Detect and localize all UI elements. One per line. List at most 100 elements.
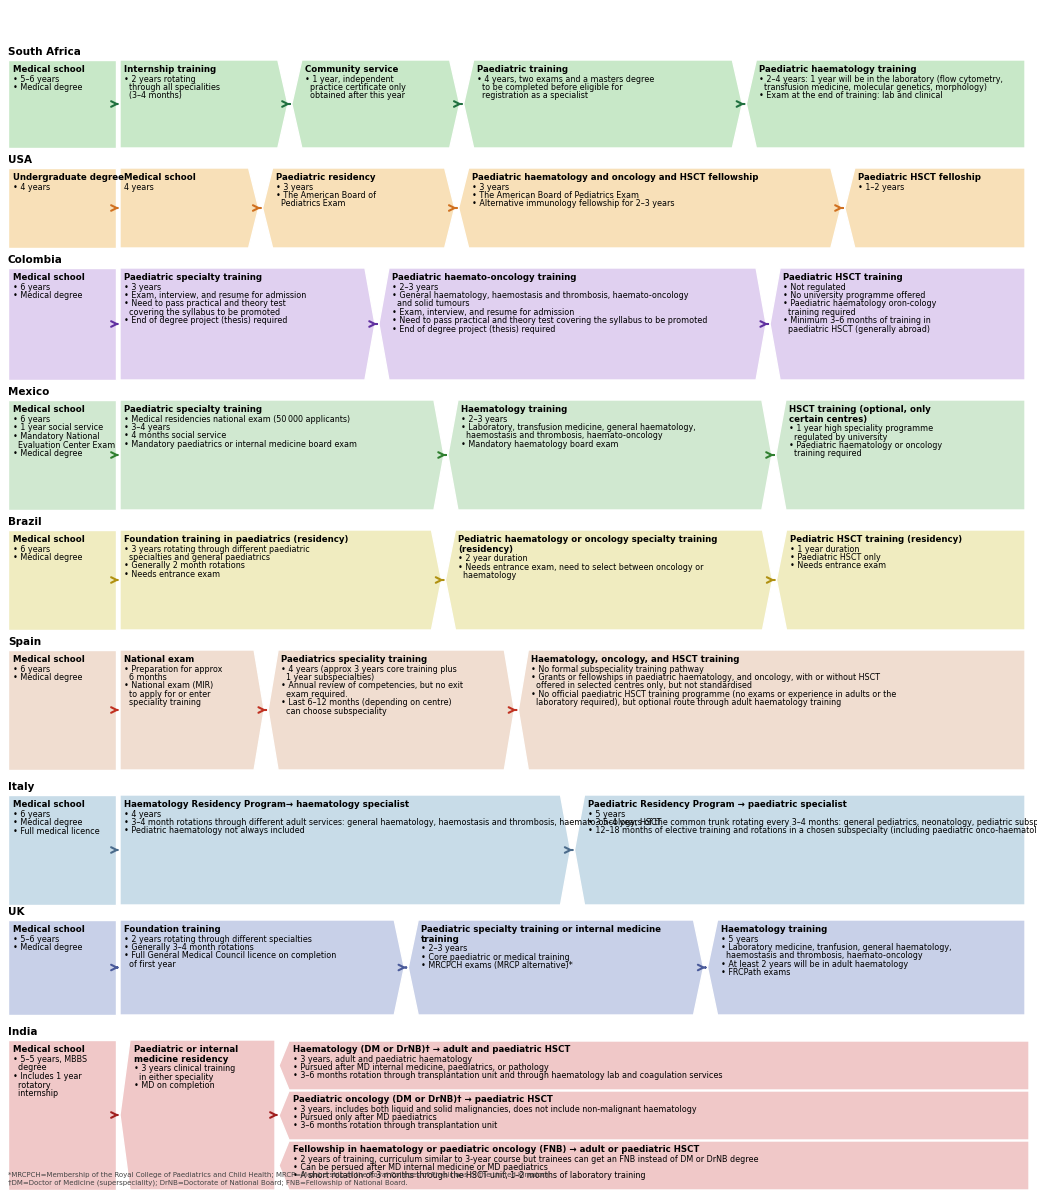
- Polygon shape: [120, 400, 444, 510]
- Text: Foundation training in paediatrics (residency): Foundation training in paediatrics (resi…: [124, 535, 348, 544]
- Text: • 6 years: • 6 years: [13, 545, 50, 553]
- Text: exam required.: exam required.: [281, 690, 347, 698]
- Text: through all specialities: through all specialities: [124, 83, 220, 92]
- Text: • Medical degree: • Medical degree: [13, 818, 82, 827]
- Text: • Need to pass practical and theory test: • Need to pass practical and theory test: [124, 300, 286, 308]
- Polygon shape: [574, 794, 1025, 905]
- Text: • Needs entrance exam: • Needs entrance exam: [124, 570, 220, 578]
- Text: • 3.5–4 years of the common trunk rotating every 3–4 months: general pediatrics,: • 3.5–4 years of the common trunk rotati…: [588, 818, 1037, 827]
- Bar: [8, 400, 116, 510]
- Polygon shape: [458, 168, 841, 248]
- Text: transfusion medicine, molecular genetics, morphology): transfusion medicine, molecular genetics…: [759, 83, 987, 92]
- Text: internship: internship: [13, 1090, 58, 1098]
- Text: • 3–4 years: • 3–4 years: [124, 424, 170, 432]
- Polygon shape: [464, 60, 742, 148]
- Text: • 5–6 years: • 5–6 years: [13, 74, 59, 84]
- Text: training required: training required: [783, 308, 856, 317]
- Text: Pediatric haematology or oncology specialty training: Pediatric haematology or oncology specia…: [458, 535, 718, 544]
- Polygon shape: [120, 920, 404, 1015]
- Text: Haematology (DM or DrNB)† → adult and paediatric HSCT: Haematology (DM or DrNB)† → adult and pa…: [293, 1045, 570, 1054]
- Text: • Generally 2 month rotations: • Generally 2 month rotations: [124, 562, 245, 570]
- Text: • Medical degree: • Medical degree: [13, 673, 82, 683]
- Text: • 3 years: • 3 years: [472, 182, 509, 192]
- Text: Paediatrics speciality training: Paediatrics speciality training: [281, 655, 427, 664]
- Text: • Last 6–12 months (depending on centre): • Last 6–12 months (depending on centre): [281, 698, 452, 707]
- Text: Paediatric HSCT training: Paediatric HSCT training: [783, 272, 902, 282]
- Text: Paediatric residency: Paediatric residency: [276, 173, 375, 182]
- Text: • 3 years: • 3 years: [124, 283, 161, 292]
- Text: USA: USA: [8, 155, 32, 164]
- Text: Mexico: Mexico: [8, 386, 50, 397]
- Text: • 6 years: • 6 years: [13, 415, 50, 424]
- Text: Medical school: Medical school: [13, 535, 85, 544]
- Text: 4 years: 4 years: [124, 182, 153, 192]
- Text: †DM=Doctor of Medicine (superspeciality); DrNB=Doctorate of National Board; FNB=: †DM=Doctor of Medicine (superspeciality)…: [8, 1180, 408, 1186]
- Text: 1 year subspecialties): 1 year subspecialties): [281, 673, 374, 682]
- Text: Paediatric specialty training or internal medicine: Paediatric specialty training or interna…: [421, 925, 662, 934]
- Text: registration as a specialist: registration as a specialist: [477, 91, 588, 101]
- Polygon shape: [279, 1091, 1029, 1140]
- Text: • 3–6 months rotation through transplantation unit: • 3–6 months rotation through transplant…: [293, 1122, 498, 1130]
- Text: laboratory required), but optional route through adult haematology training: laboratory required), but optional route…: [531, 698, 842, 707]
- Text: to apply for or enter: to apply for or enter: [124, 690, 211, 698]
- Text: certain centres): certain centres): [789, 415, 867, 424]
- Bar: [8, 168, 116, 248]
- Text: • A short rotation of 3 months through the HSCT unit, 1–2 months of laboratory t: • A short rotation of 3 months through t…: [293, 1171, 645, 1181]
- Text: can choose subspeciality: can choose subspeciality: [281, 707, 387, 715]
- Text: • No formal subspeciality training pathway: • No formal subspeciality training pathw…: [531, 665, 704, 673]
- Polygon shape: [120, 650, 264, 770]
- Text: • 3 years, includes both liquid and solid malignancies, does not include non-mal: • 3 years, includes both liquid and soli…: [293, 1105, 697, 1114]
- Text: • 3–6 months rotation through transplantation unit and through haematology lab a: • 3–6 months rotation through transplant…: [293, 1072, 723, 1080]
- Text: • 3 years: • 3 years: [276, 182, 313, 192]
- Text: regulated by university: regulated by university: [789, 433, 888, 442]
- Text: • 6 years: • 6 years: [13, 283, 50, 292]
- Polygon shape: [120, 1040, 275, 1190]
- Text: • FRCPath exams: • FRCPath exams: [721, 968, 790, 977]
- Text: • End of degree project (thesis) required: • End of degree project (thesis) require…: [392, 325, 555, 334]
- Text: Medical school: Medical school: [13, 1045, 85, 1054]
- Text: • Medical degree: • Medical degree: [13, 450, 82, 458]
- Bar: [8, 920, 116, 1015]
- Text: • Exam at the end of training: lab and clinical: • Exam at the end of training: lab and c…: [759, 91, 943, 101]
- Text: • 1 year duration: • 1 year duration: [789, 545, 859, 553]
- Text: of first year: of first year: [124, 960, 175, 968]
- Text: • Not regulated: • Not regulated: [783, 283, 846, 292]
- Text: practice certificate only: practice certificate only: [305, 83, 405, 92]
- Text: • Medical residencies national exam (50 000 applicants): • Medical residencies national exam (50 …: [124, 415, 351, 424]
- Text: Internship training: Internship training: [124, 65, 216, 74]
- Text: (3–4 months): (3–4 months): [124, 91, 181, 101]
- Text: offered in selected centres only, but not standardised: offered in selected centres only, but no…: [531, 682, 752, 690]
- Text: to be completed before eligible for: to be completed before eligible for: [477, 83, 622, 92]
- Text: obtained after this year: obtained after this year: [305, 91, 404, 101]
- Text: training required: training required: [789, 450, 862, 458]
- Text: • Need to pass practical and theory test covering the syllabus to be promoted: • Need to pass practical and theory test…: [392, 317, 707, 325]
- Text: Brazil: Brazil: [8, 517, 41, 527]
- Text: Paediatric training: Paediatric training: [477, 65, 567, 74]
- Polygon shape: [707, 920, 1025, 1015]
- Text: • Exam, interview, and resume for admission: • Exam, interview, and resume for admiss…: [392, 308, 574, 317]
- Text: • Minimum 3–6 months of training in: • Minimum 3–6 months of training in: [783, 317, 931, 325]
- Text: • 2 year duration: • 2 year duration: [458, 554, 528, 563]
- Text: Haematology, oncology, and HSCT training: Haematology, oncology, and HSCT training: [531, 655, 739, 664]
- Text: • 2 years of training, curriculum similar to 3-year course but trainees can get : • 2 years of training, curriculum simila…: [293, 1154, 758, 1164]
- Text: Paediatric haematology and oncology and HSCT fellowship: Paediatric haematology and oncology and …: [472, 173, 758, 182]
- Text: • 12–18 months of elective training and rotations in a chosen subspecialty (incl: • 12–18 months of elective training and …: [588, 827, 1037, 835]
- Polygon shape: [120, 168, 258, 248]
- Polygon shape: [269, 650, 514, 770]
- Polygon shape: [120, 60, 288, 148]
- Text: 6 months: 6 months: [124, 673, 167, 682]
- Text: Foundation training: Foundation training: [124, 925, 221, 934]
- Text: Paediatric haemato-oncology training: Paediatric haemato-oncology training: [392, 272, 577, 282]
- Text: medicine residency: medicine residency: [134, 1055, 228, 1063]
- Polygon shape: [120, 530, 442, 630]
- Text: • 4 years: • 4 years: [124, 810, 161, 818]
- Text: • End of degree project (thesis) required: • End of degree project (thesis) require…: [124, 317, 287, 325]
- Text: Paediatric HSCT felloship: Paediatric HSCT felloship: [858, 173, 981, 182]
- Text: • Generally 3–4 month rotations: • Generally 3–4 month rotations: [124, 943, 254, 952]
- Text: • 1 year, independent: • 1 year, independent: [305, 74, 393, 84]
- Text: Medical school: Medical school: [13, 65, 85, 74]
- Text: Pediatric HSCT training (residency): Pediatric HSCT training (residency): [789, 535, 961, 544]
- Text: Pediatrics Exam: Pediatrics Exam: [276, 199, 345, 209]
- Text: Paediatric or internal: Paediatric or internal: [134, 1045, 239, 1054]
- Text: and solid tumours: and solid tumours: [392, 300, 470, 308]
